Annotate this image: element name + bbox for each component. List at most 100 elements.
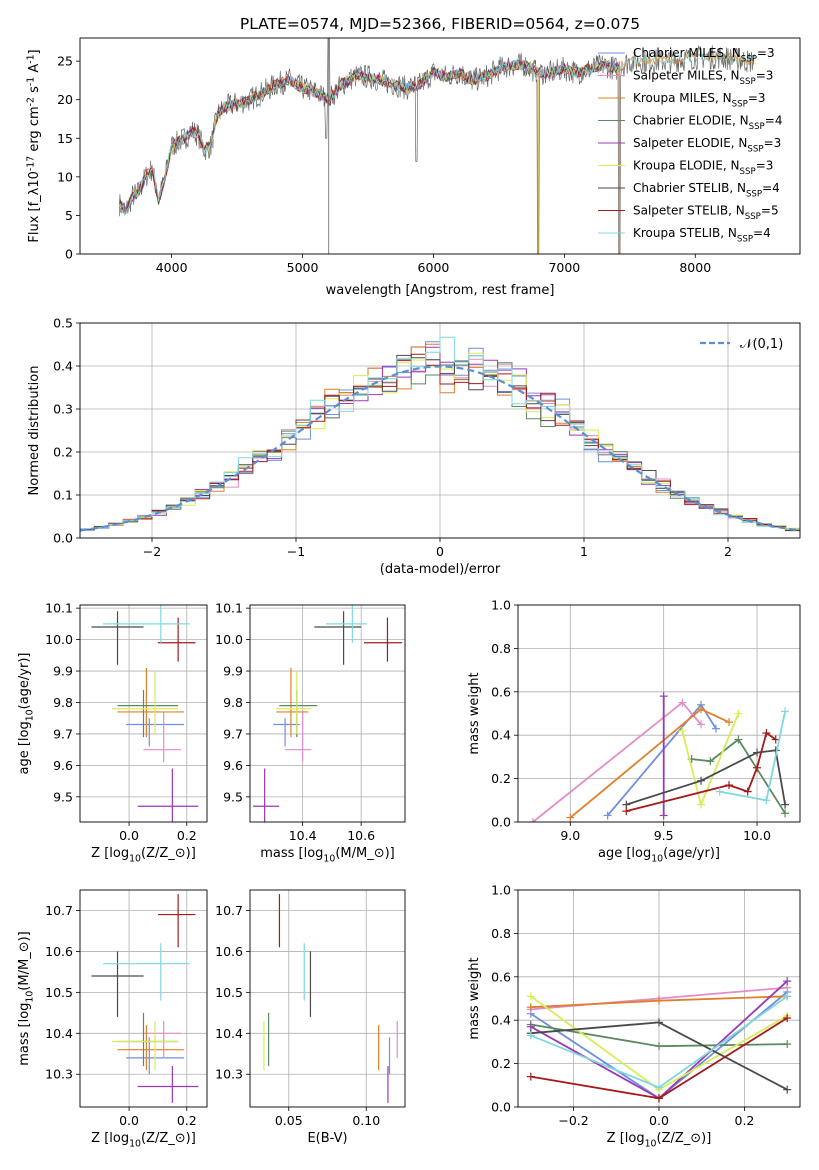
panel-age_vs_Z: 0.0 0.2 9.5 9.6 9.7 9.8 9.9 10.0 10.1 Z [log10(Z/… xyxy=(17,601,208,865)
y-tick-label: 10.1 xyxy=(45,601,73,616)
y-tick-label: 10.6 xyxy=(45,944,73,959)
y-tick-label: 10.0 xyxy=(215,632,243,647)
y-tick-label: 0.4 xyxy=(491,728,511,743)
y-tick-label: 10.3 xyxy=(215,1067,243,1082)
y-tick-label: 10 xyxy=(57,169,73,184)
axes-frame xyxy=(249,889,406,1108)
x-tick-label: −1 xyxy=(287,544,305,559)
legend-label: Chabrier MILES, NSSP=3 xyxy=(633,46,775,65)
y-tick-label: 0.5 xyxy=(53,316,73,331)
y-tick-label: 10.3 xyxy=(45,1067,73,1082)
panel-residuals: −2 −1 0 1 2 0.0 0.1 0.2 0.3 0.4 0.5 (data-model)/er… xyxy=(27,316,801,577)
y-tick-label: 9.7 xyxy=(223,726,243,741)
x-axis-label: Z [log10(Z/Z_⊙)] xyxy=(91,1131,196,1150)
legend-label: Chabrier ELODIE, NSSP=4 xyxy=(633,114,782,133)
y-tick-label: 10.0 xyxy=(45,632,73,647)
y-tick-label: 10.5 xyxy=(45,985,73,1000)
y-tick-label: 9.6 xyxy=(223,758,243,773)
residual-histogram-8 xyxy=(80,336,800,530)
y-tick-label: 0.1 xyxy=(53,488,73,503)
y-tick-label: 0.8 xyxy=(491,926,511,941)
axes-frame xyxy=(517,889,801,1108)
y-tick-label: 9.7 xyxy=(53,726,73,741)
y-tick-label: 0.8 xyxy=(491,641,511,656)
plot-area xyxy=(91,605,199,822)
panel-mass_vs_ebv: 0.05 0.10 10.3 10.4 10.5 10.6 10.7 E(B-V) xyxy=(215,889,406,1146)
y-tick-label: 9.9 xyxy=(53,664,73,679)
axes-frame xyxy=(79,322,801,539)
panel-mass_vs_Z: 0.0 0.2 10.3 10.4 10.5 10.6 10.7 Z [log10(Z/Z_⊙… xyxy=(17,889,208,1150)
y-axis-label: mass weight xyxy=(467,672,482,754)
x-tick-label: 0.05 xyxy=(275,1113,303,1128)
weight-line-7 xyxy=(626,731,777,812)
x-axis-label: Z [log10(Z/Z_⊙)] xyxy=(607,1131,712,1150)
y-tick-label: 0.0 xyxy=(491,815,511,830)
x-tick-label: 9.5 xyxy=(654,828,674,843)
plot-area xyxy=(91,894,199,1103)
plot-area xyxy=(80,336,800,532)
model-spectrum-8 xyxy=(119,51,755,217)
y-tick-label: 0.0 xyxy=(491,1100,511,1115)
legend-label: Salpeter STELIB, NSSP=5 xyxy=(633,204,779,223)
axes-frame xyxy=(517,604,801,823)
x-tick-label: 0.2 xyxy=(735,1113,755,1128)
x-axis-label: E(B-V) xyxy=(307,1131,347,1146)
x-tick-label: 5000 xyxy=(287,260,319,275)
legend-label: Salpeter MILES, NSSP=3 xyxy=(633,69,773,88)
y-axis-label: mass [log10(M/M_⊙)] xyxy=(17,931,36,1066)
model-spectrum-6 xyxy=(119,60,620,213)
x-axis-label: (data-model)/error xyxy=(380,562,501,577)
weight-line-3 xyxy=(691,738,786,814)
x-axis-label: wavelength [Angstrom, rest frame] xyxy=(326,283,555,298)
x-tick-label: 0.2 xyxy=(177,828,197,843)
normal-curve xyxy=(80,365,800,532)
panel-weight_vs_age: 9.0 9.5 10.0 0.0 0.2 0.4 0.6 0.8 1.0 age [log10(a… xyxy=(467,598,801,865)
y-tick-label: 0 xyxy=(65,247,73,262)
x-tick-label: 0.0 xyxy=(119,1113,139,1128)
y-axis-label: Flux [f_λ10-17 erg cm-2 s-1 A-1] xyxy=(26,49,43,242)
weight-line-2 xyxy=(569,708,730,819)
figure-title: PLATE=0574, MJD=52366, FIBERID=0564, z=0… xyxy=(240,15,640,33)
y-tick-label: 9.8 xyxy=(53,695,73,710)
y-tick-label: 0.2 xyxy=(491,1056,511,1071)
panel-age_vs_mass: 10.4 10.6 9.5 9.6 9.7 9.8 9.9 10.0 10.1 mass [log… xyxy=(215,601,406,865)
x-tick-label: 7000 xyxy=(548,260,580,275)
y-tick-label: 10.5 xyxy=(215,985,243,1000)
x-tick-label: 0.0 xyxy=(649,1113,669,1128)
weight-line-6 xyxy=(626,749,786,806)
x-tick-label: 6000 xyxy=(418,260,450,275)
panel-spectrum: 4000 5000 6000 7000 8000 0 5 10 15 20 25 wavelength… xyxy=(26,37,801,298)
x-tick-label: 10.6 xyxy=(347,828,375,843)
y-tick-label: 1.0 xyxy=(491,883,511,898)
x-tick-label: 4000 xyxy=(156,260,188,275)
y-tick-label: 1.0 xyxy=(491,598,511,613)
y-tick-label: 0.3 xyxy=(53,402,73,417)
legend-label: 𝒩(0,1) xyxy=(740,337,783,352)
x-axis-label: mass [log10(M/M_⊙)] xyxy=(260,846,395,865)
panel-weight_vs_Z: −0.2 0.0 0.2 0.0 0.2 0.4 0.6 0.8 1.0 Z [log10(Z/Z… xyxy=(467,883,801,1150)
y-tick-label: 0.6 xyxy=(491,969,511,984)
plot-area xyxy=(263,894,398,1103)
x-tick-label: 9.0 xyxy=(560,828,580,843)
y-tick-label: 10.4 xyxy=(45,1026,73,1041)
x-tick-label: 0.2 xyxy=(177,1113,197,1128)
residual-histogram-4 xyxy=(80,346,800,531)
x-tick-label: 0.10 xyxy=(352,1113,380,1128)
x-tick-label: 0 xyxy=(436,544,444,559)
y-tick-label: 10.1 xyxy=(215,601,243,616)
y-axis-label: mass weight xyxy=(467,957,482,1039)
residual-histogram-7 xyxy=(80,353,800,531)
y-tick-label: 9.6 xyxy=(53,758,73,773)
y-tick-label: 0.4 xyxy=(491,1013,511,1028)
x-tick-label: 1 xyxy=(580,544,588,559)
x-tick-label: 10.4 xyxy=(289,828,317,843)
y-axis-label: Normed distribution xyxy=(27,366,42,496)
y-tick-label: 10.7 xyxy=(45,903,73,918)
x-tick-label: 0.0 xyxy=(119,828,139,843)
axes-frame xyxy=(79,889,208,1108)
axes-frame xyxy=(79,37,801,255)
y-tick-label: 0.0 xyxy=(53,531,73,546)
legend-label: Kroupa MILES, NSSP=3 xyxy=(633,91,766,110)
y-tick-label: 0.6 xyxy=(491,684,511,699)
